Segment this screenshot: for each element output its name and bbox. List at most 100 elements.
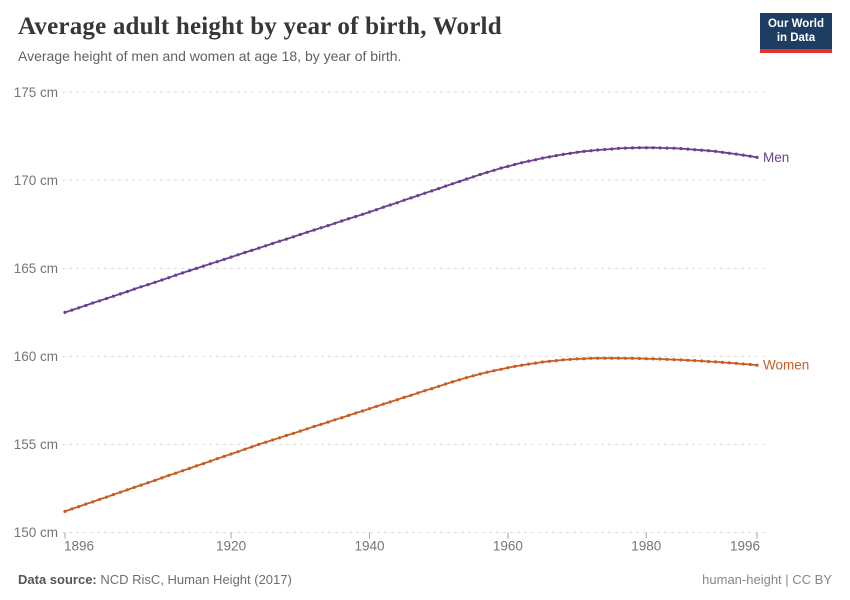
men-point-1903[interactable] — [111, 294, 115, 298]
men-point-1910[interactable] — [160, 278, 164, 282]
men-point-1939[interactable] — [361, 212, 365, 216]
men-point-1965[interactable] — [540, 156, 545, 160]
women-point-1959[interactable] — [499, 367, 503, 371]
women-point-1939[interactable] — [361, 409, 365, 413]
women-point-1988[interactable] — [700, 359, 704, 363]
men-point-1917[interactable] — [208, 262, 212, 266]
men-point-1930[interactable] — [298, 232, 302, 237]
men-point-1928[interactable] — [284, 237, 288, 241]
women-point-1921[interactable] — [236, 450, 240, 454]
men-point-1916[interactable] — [201, 264, 205, 268]
men-point-1912[interactable] — [174, 273, 178, 277]
men-point-1933[interactable] — [319, 226, 323, 230]
women-point-1926[interactable] — [271, 438, 275, 442]
women-point-1958[interactable] — [492, 369, 496, 373]
women-point-1908[interactable] — [146, 481, 150, 485]
women-point-1903[interactable] — [111, 493, 115, 497]
women-point-1963[interactable] — [527, 362, 531, 366]
men-point-1988[interactable] — [700, 148, 704, 152]
men-point-1940[interactable] — [367, 210, 372, 214]
women-point-1938[interactable] — [354, 411, 358, 415]
women-point-1995[interactable] — [748, 362, 752, 367]
women-point-1947[interactable] — [416, 391, 420, 395]
women-point-1906[interactable] — [132, 485, 136, 489]
women-point-1964[interactable] — [534, 361, 538, 365]
women-point-1940[interactable] — [367, 407, 372, 411]
women-point-1942[interactable] — [381, 402, 385, 406]
women-point-1930[interactable] — [298, 429, 302, 433]
men-point-1924[interactable] — [257, 246, 261, 250]
men-point-1905[interactable] — [125, 290, 129, 294]
men-point-1978[interactable] — [630, 146, 635, 150]
men-point-1922[interactable] — [243, 250, 247, 255]
men-point-1938[interactable] — [354, 215, 358, 219]
women-point-1914[interactable] — [188, 466, 192, 470]
men-point-1909[interactable] — [153, 280, 157, 284]
women-point-1901[interactable] — [98, 497, 102, 501]
women-point-1918[interactable] — [215, 457, 219, 461]
men-point-1914[interactable] — [188, 269, 192, 273]
men-point-1923[interactable] — [250, 248, 254, 252]
men-point-1897[interactable] — [70, 308, 74, 312]
men-point-1918[interactable] — [215, 260, 219, 264]
women-markers[interactable] — [63, 356, 759, 513]
men-line[interactable] — [64, 146, 758, 314]
men-point-1949[interactable] — [430, 189, 434, 193]
women-point-1960[interactable] — [506, 366, 510, 370]
women-point-1993[interactable] — [734, 361, 738, 365]
women-point-1910[interactable] — [160, 476, 164, 480]
women-point-1970[interactable] — [575, 357, 579, 361]
men-point-1901[interactable] — [98, 299, 102, 303]
men-point-1954[interactable] — [464, 177, 468, 181]
women-point-1981[interactable] — [651, 357, 655, 361]
women-point-1978[interactable] — [630, 356, 635, 360]
women-point-1973[interactable] — [596, 356, 600, 360]
men-point-1992[interactable] — [727, 151, 731, 155]
men-point-1959[interactable] — [499, 166, 503, 170]
men-point-1995[interactable] — [748, 154, 752, 158]
women-point-1912[interactable] — [174, 471, 178, 475]
women-point-1976[interactable] — [617, 356, 621, 360]
men-point-1937[interactable] — [347, 217, 351, 221]
women-point-1941[interactable] — [374, 404, 378, 408]
men-point-1929[interactable] — [291, 235, 295, 239]
men-point-1908[interactable] — [146, 283, 150, 287]
men-point-1927[interactable] — [277, 239, 282, 243]
men-point-1896[interactable] — [63, 310, 67, 314]
men-point-1976[interactable] — [617, 146, 621, 150]
women-point-1896[interactable] — [63, 509, 67, 513]
women-point-1965[interactable] — [540, 360, 545, 364]
men-point-1946[interactable] — [409, 196, 413, 200]
men-point-1972[interactable] — [589, 149, 593, 153]
women-point-1925[interactable] — [264, 440, 268, 444]
women-point-1946[interactable] — [409, 393, 413, 397]
men-point-1977[interactable] — [623, 146, 628, 150]
women-point-1992[interactable] — [727, 361, 731, 365]
men-point-1983[interactable] — [665, 146, 669, 150]
women-point-1929[interactable] — [291, 431, 295, 435]
men-point-1961[interactable] — [513, 162, 517, 167]
women-point-1915[interactable] — [194, 464, 199, 468]
women-point-1967[interactable] — [554, 359, 558, 363]
women-point-1977[interactable] — [623, 356, 628, 360]
women-point-1904[interactable] — [118, 490, 122, 494]
men-point-1985[interactable] — [679, 147, 683, 151]
men-point-1957[interactable] — [485, 170, 489, 174]
women-point-1944[interactable] — [395, 398, 399, 402]
women-point-1924[interactable] — [257, 442, 261, 446]
men-point-1942[interactable] — [381, 205, 385, 209]
men-point-1993[interactable] — [734, 152, 738, 156]
men-point-1915[interactable] — [194, 266, 199, 270]
women-point-1990[interactable] — [713, 360, 718, 364]
women-point-1972[interactable] — [589, 356, 593, 360]
men-point-1987[interactable] — [693, 148, 697, 152]
men-point-1898[interactable] — [77, 306, 81, 310]
men-point-1986[interactable] — [686, 147, 690, 151]
men-point-1934[interactable] — [326, 224, 330, 228]
men-point-1932[interactable] — [312, 228, 316, 232]
men-markers[interactable] — [63, 146, 759, 314]
women-series-label[interactable]: Women — [763, 358, 809, 373]
women-line[interactable] — [64, 357, 758, 513]
women-point-1913[interactable] — [181, 469, 185, 473]
men-point-1994[interactable] — [741, 153, 745, 157]
